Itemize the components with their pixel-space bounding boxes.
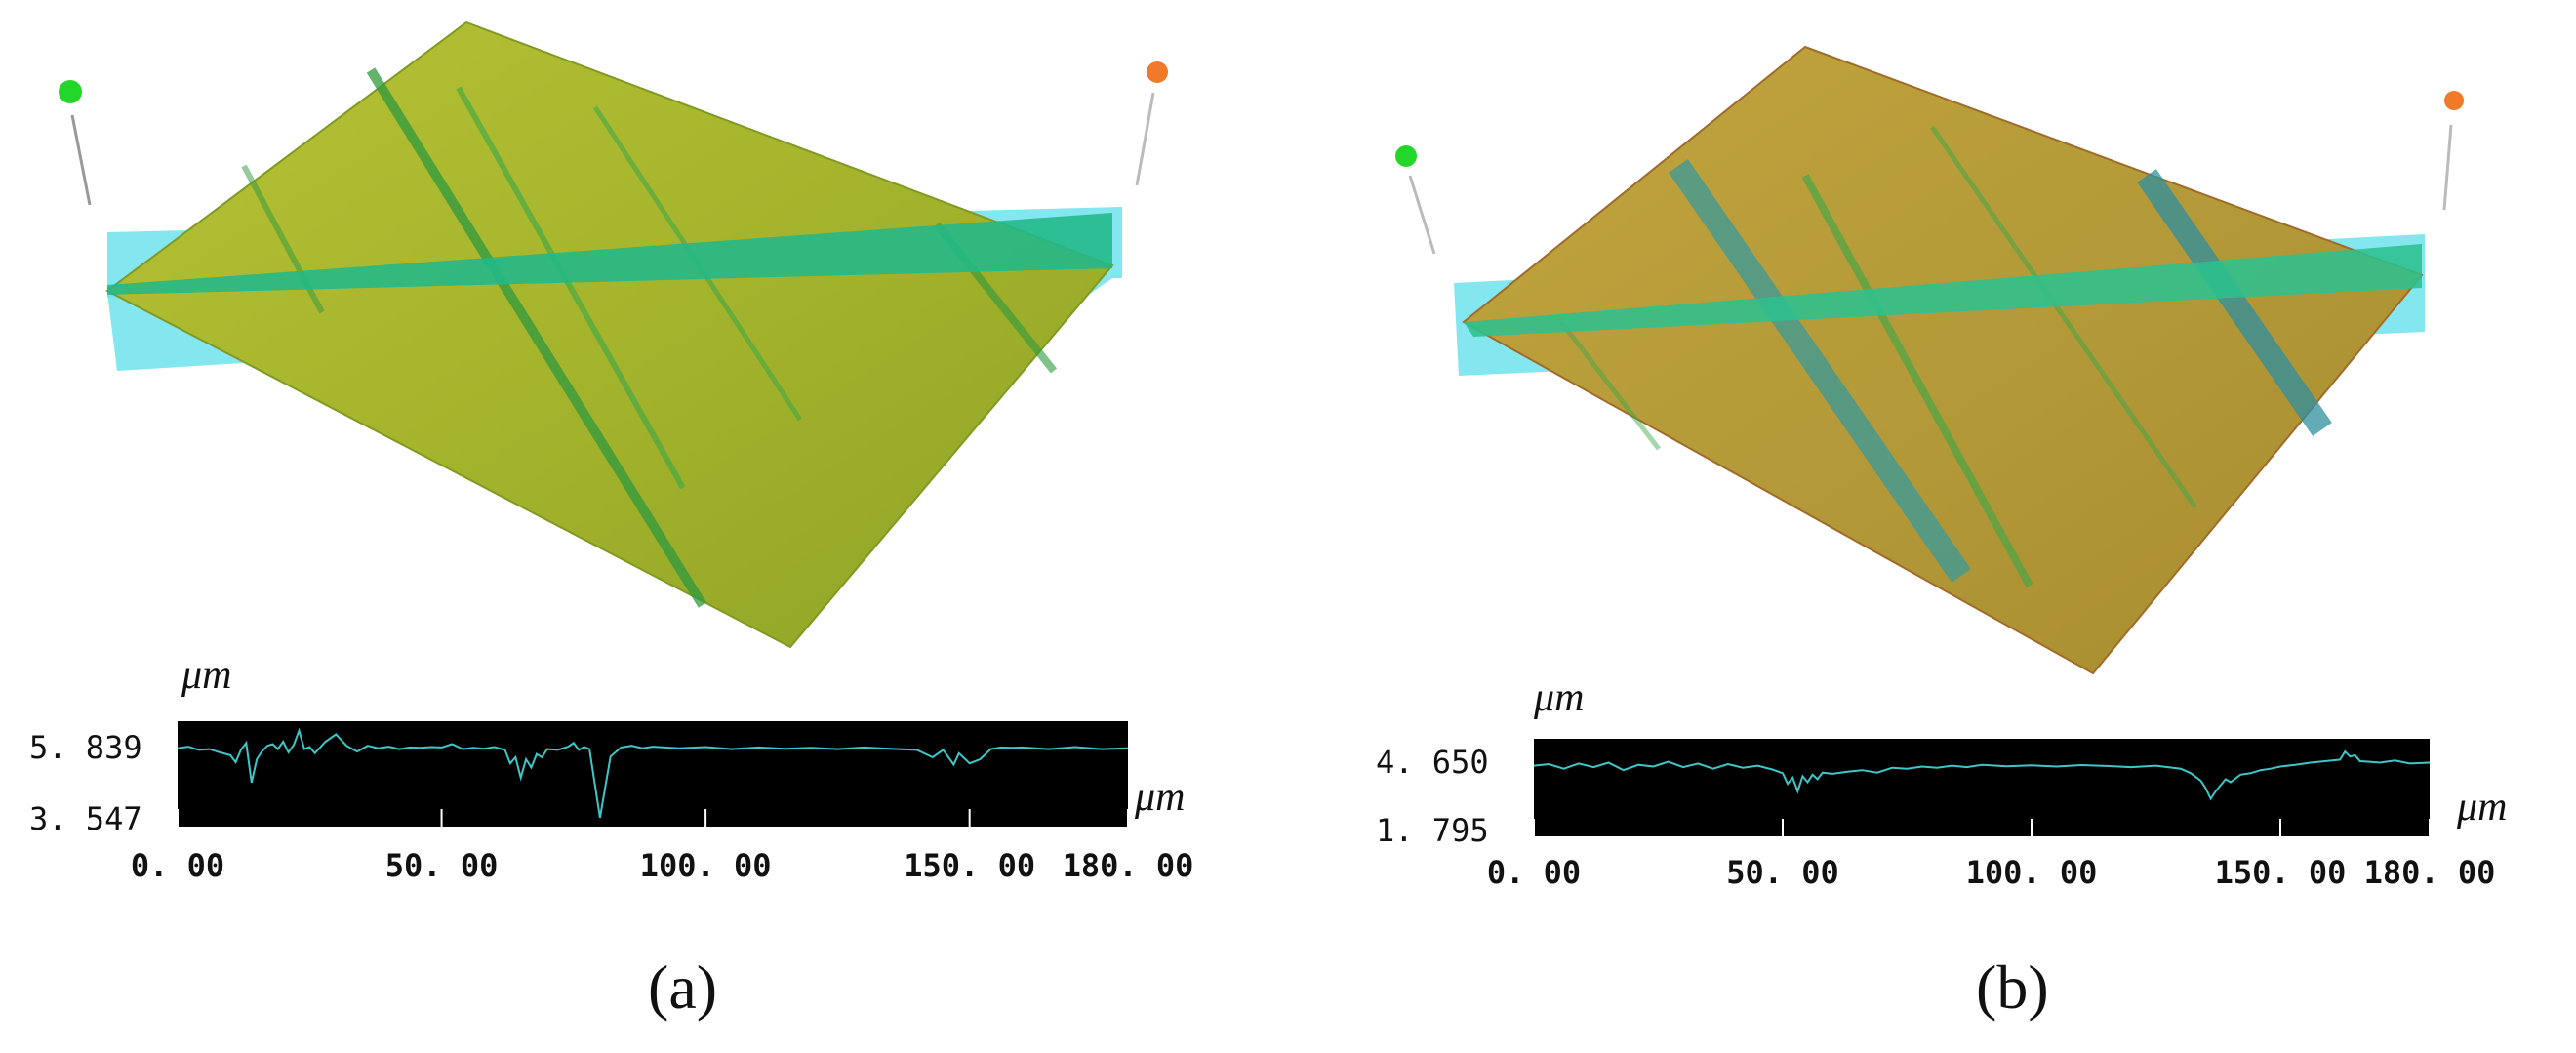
panel-b-surface xyxy=(1395,45,2464,675)
y-tick-label-bottom: 3. 547 xyxy=(29,800,142,837)
x-axis-ticks: 0. 00 50. 00 100. 00 150. 00 180. 00 xyxy=(131,809,1194,884)
x-unit-label: μm xyxy=(2456,785,2507,830)
x-tick-label: 50. 00 xyxy=(385,847,499,884)
plot-area xyxy=(1534,739,2430,836)
profile-chart-b: μm 4. 650 1. 795 μm 0. 00 50. 00 100. 00 15… xyxy=(1376,675,2507,891)
groove-2 xyxy=(456,86,686,490)
panel-label-b: (b) xyxy=(1976,952,2049,1022)
profile-line xyxy=(1533,749,2431,801)
panel-label-a: (a) xyxy=(648,952,717,1022)
groove-b2 xyxy=(1801,174,2033,587)
x-tick-label: 180. 00 xyxy=(2364,854,2496,891)
x-axis-ticks: 0. 00 50. 00 100. 00 150. 00 180. 00 xyxy=(1487,819,2496,891)
profile-chart-a: μm 5. 839 3. 547 μm 0. 00 50. 00 100. 00 15… xyxy=(29,653,1193,884)
x-tick-label: 0. 00 xyxy=(1487,854,1581,891)
y-unit-label: μm xyxy=(1533,675,1584,720)
x-tick-label: 150. 00 xyxy=(2215,854,2347,891)
panel-a-surface xyxy=(59,20,1168,649)
x-tick-label: 100. 00 xyxy=(1966,854,2098,891)
plot-area xyxy=(178,721,1128,827)
surface-plate xyxy=(105,20,1114,649)
end-marker-dot xyxy=(1147,61,1168,83)
start-marker-stem xyxy=(70,114,92,206)
x-tick-label: 180. 00 xyxy=(1063,847,1194,884)
end-marker-dot-b xyxy=(2444,91,2464,110)
y-tick-label-top: 5. 839 xyxy=(29,729,142,766)
groove-b3 xyxy=(2137,169,2332,436)
profile-line xyxy=(177,727,1129,819)
end-marker-stem-b xyxy=(2442,124,2453,211)
groove-b5 xyxy=(1559,320,1661,451)
y-unit-label: μm xyxy=(181,653,231,698)
start-marker-stem-b xyxy=(1408,175,1436,255)
start-marker-dot xyxy=(59,80,82,103)
x-tick-label: 50. 00 xyxy=(1726,854,1839,891)
x-unit-label: μm xyxy=(1134,775,1185,820)
y-tick-label-bottom: 1. 795 xyxy=(1376,812,1489,849)
scan-band-b xyxy=(1464,244,2422,337)
x-tick-label: 150. 00 xyxy=(904,847,1035,884)
groove-b1 xyxy=(1669,159,1971,583)
y-tick-label-top: 4. 650 xyxy=(1376,744,1489,781)
x-tick-label: 100. 00 xyxy=(640,847,772,884)
end-marker-stem xyxy=(1135,92,1155,186)
scan-band xyxy=(107,213,1112,295)
groove-b4 xyxy=(1929,125,2198,509)
x-tick-label: 0. 00 xyxy=(131,847,224,884)
start-marker-dot-b xyxy=(1395,145,1417,167)
groove-1 xyxy=(366,67,707,608)
